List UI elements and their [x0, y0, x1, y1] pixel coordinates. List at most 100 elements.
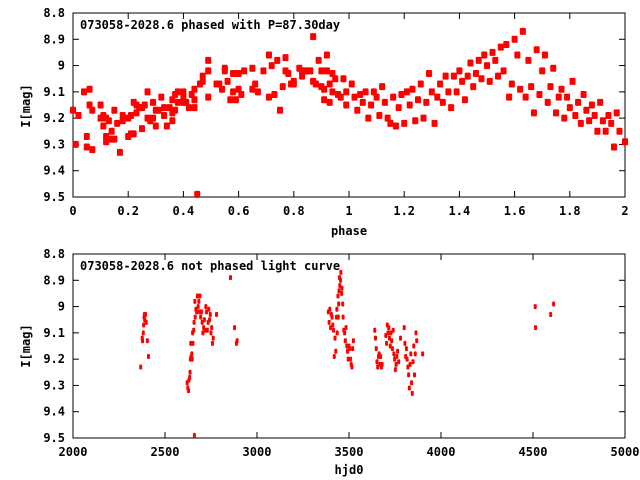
data-point	[252, 80, 259, 88]
data-point	[188, 375, 192, 381]
data-point	[119, 112, 126, 120]
data-point	[423, 98, 430, 106]
data-point	[70, 106, 76, 114]
data-point	[399, 335, 403, 341]
data-point	[209, 330, 213, 336]
data-point	[141, 101, 148, 109]
data-point	[268, 62, 275, 70]
data-point	[616, 127, 623, 135]
data-point	[183, 98, 190, 106]
data-point	[375, 359, 379, 365]
data-point	[89, 146, 96, 154]
data-point	[605, 112, 612, 120]
data-point	[334, 348, 338, 354]
data-point	[161, 112, 168, 120]
x-tick-label: 0	[69, 204, 76, 218]
data-point	[202, 317, 206, 323]
data-point	[330, 314, 334, 320]
data-point	[533, 304, 537, 310]
data-point	[591, 112, 598, 120]
data-point	[114, 119, 121, 127]
data-point	[249, 85, 256, 93]
data-point	[103, 138, 110, 146]
data-point	[335, 306, 339, 312]
data-point	[500, 67, 507, 75]
data-point	[351, 346, 355, 352]
data-point	[194, 190, 201, 198]
data-point	[514, 51, 521, 59]
data-point	[450, 72, 457, 80]
data-point	[271, 90, 278, 98]
data-point	[393, 367, 397, 373]
data-point	[111, 135, 118, 143]
data-point	[373, 327, 377, 333]
data-point	[506, 93, 513, 101]
data-point	[235, 69, 242, 77]
data-point	[385, 340, 389, 346]
data-point	[326, 98, 333, 106]
data-point	[413, 351, 417, 357]
data-point	[608, 119, 615, 127]
data-point	[321, 96, 328, 104]
data-point	[195, 293, 199, 299]
data-point	[97, 101, 104, 109]
data-point	[233, 325, 237, 331]
data-point	[550, 64, 557, 72]
data-point	[180, 93, 187, 101]
x-tick-label: 4500	[519, 445, 548, 459]
data-point	[336, 293, 340, 299]
x-tick-label: 4000	[427, 445, 456, 459]
phased-plot-xlabel: phase	[331, 224, 367, 238]
data-point	[343, 88, 350, 96]
x-tick-label: 1.2	[393, 204, 415, 218]
data-point	[144, 88, 151, 96]
data-point	[348, 356, 352, 362]
data-point	[205, 93, 212, 101]
data-point	[566, 104, 573, 112]
data-point	[130, 130, 137, 138]
data-point	[332, 354, 336, 360]
data-point	[351, 93, 358, 101]
data-point	[497, 43, 504, 51]
data-point	[394, 361, 398, 367]
data-point	[172, 106, 179, 114]
data-point	[411, 359, 415, 365]
data-point	[410, 380, 414, 386]
data-point	[341, 301, 345, 307]
data-point	[116, 148, 123, 156]
data-point	[199, 72, 206, 80]
data-point	[204, 304, 208, 310]
data-point	[163, 122, 170, 130]
data-point	[318, 67, 325, 75]
data-point	[108, 127, 115, 135]
data-point	[341, 314, 345, 320]
y-tick-label: 9.5	[43, 190, 65, 204]
data-point	[368, 101, 375, 109]
data-point	[343, 101, 350, 109]
data-point	[238, 90, 245, 98]
data-point	[456, 67, 463, 75]
data-point	[481, 51, 488, 59]
data-point	[412, 117, 419, 125]
data-point	[622, 138, 628, 146]
x-tick-label: 0.8	[283, 204, 305, 218]
data-point	[205, 56, 212, 64]
data-point	[332, 75, 339, 83]
data-point	[391, 327, 395, 333]
y-tick-label: 9.3	[43, 137, 65, 151]
data-point	[249, 64, 256, 72]
data-point	[348, 346, 352, 352]
data-point	[139, 364, 143, 370]
data-point	[597, 98, 604, 106]
data-point	[150, 114, 157, 122]
data-point	[602, 127, 609, 135]
data-point	[343, 330, 347, 336]
y-tick-label: 9.1	[43, 85, 65, 99]
data-point	[207, 306, 211, 312]
y-tick-label: 9.3	[43, 378, 65, 392]
data-point	[111, 106, 118, 114]
data-point	[191, 85, 198, 93]
data-point	[191, 96, 198, 104]
data-point	[517, 85, 524, 93]
